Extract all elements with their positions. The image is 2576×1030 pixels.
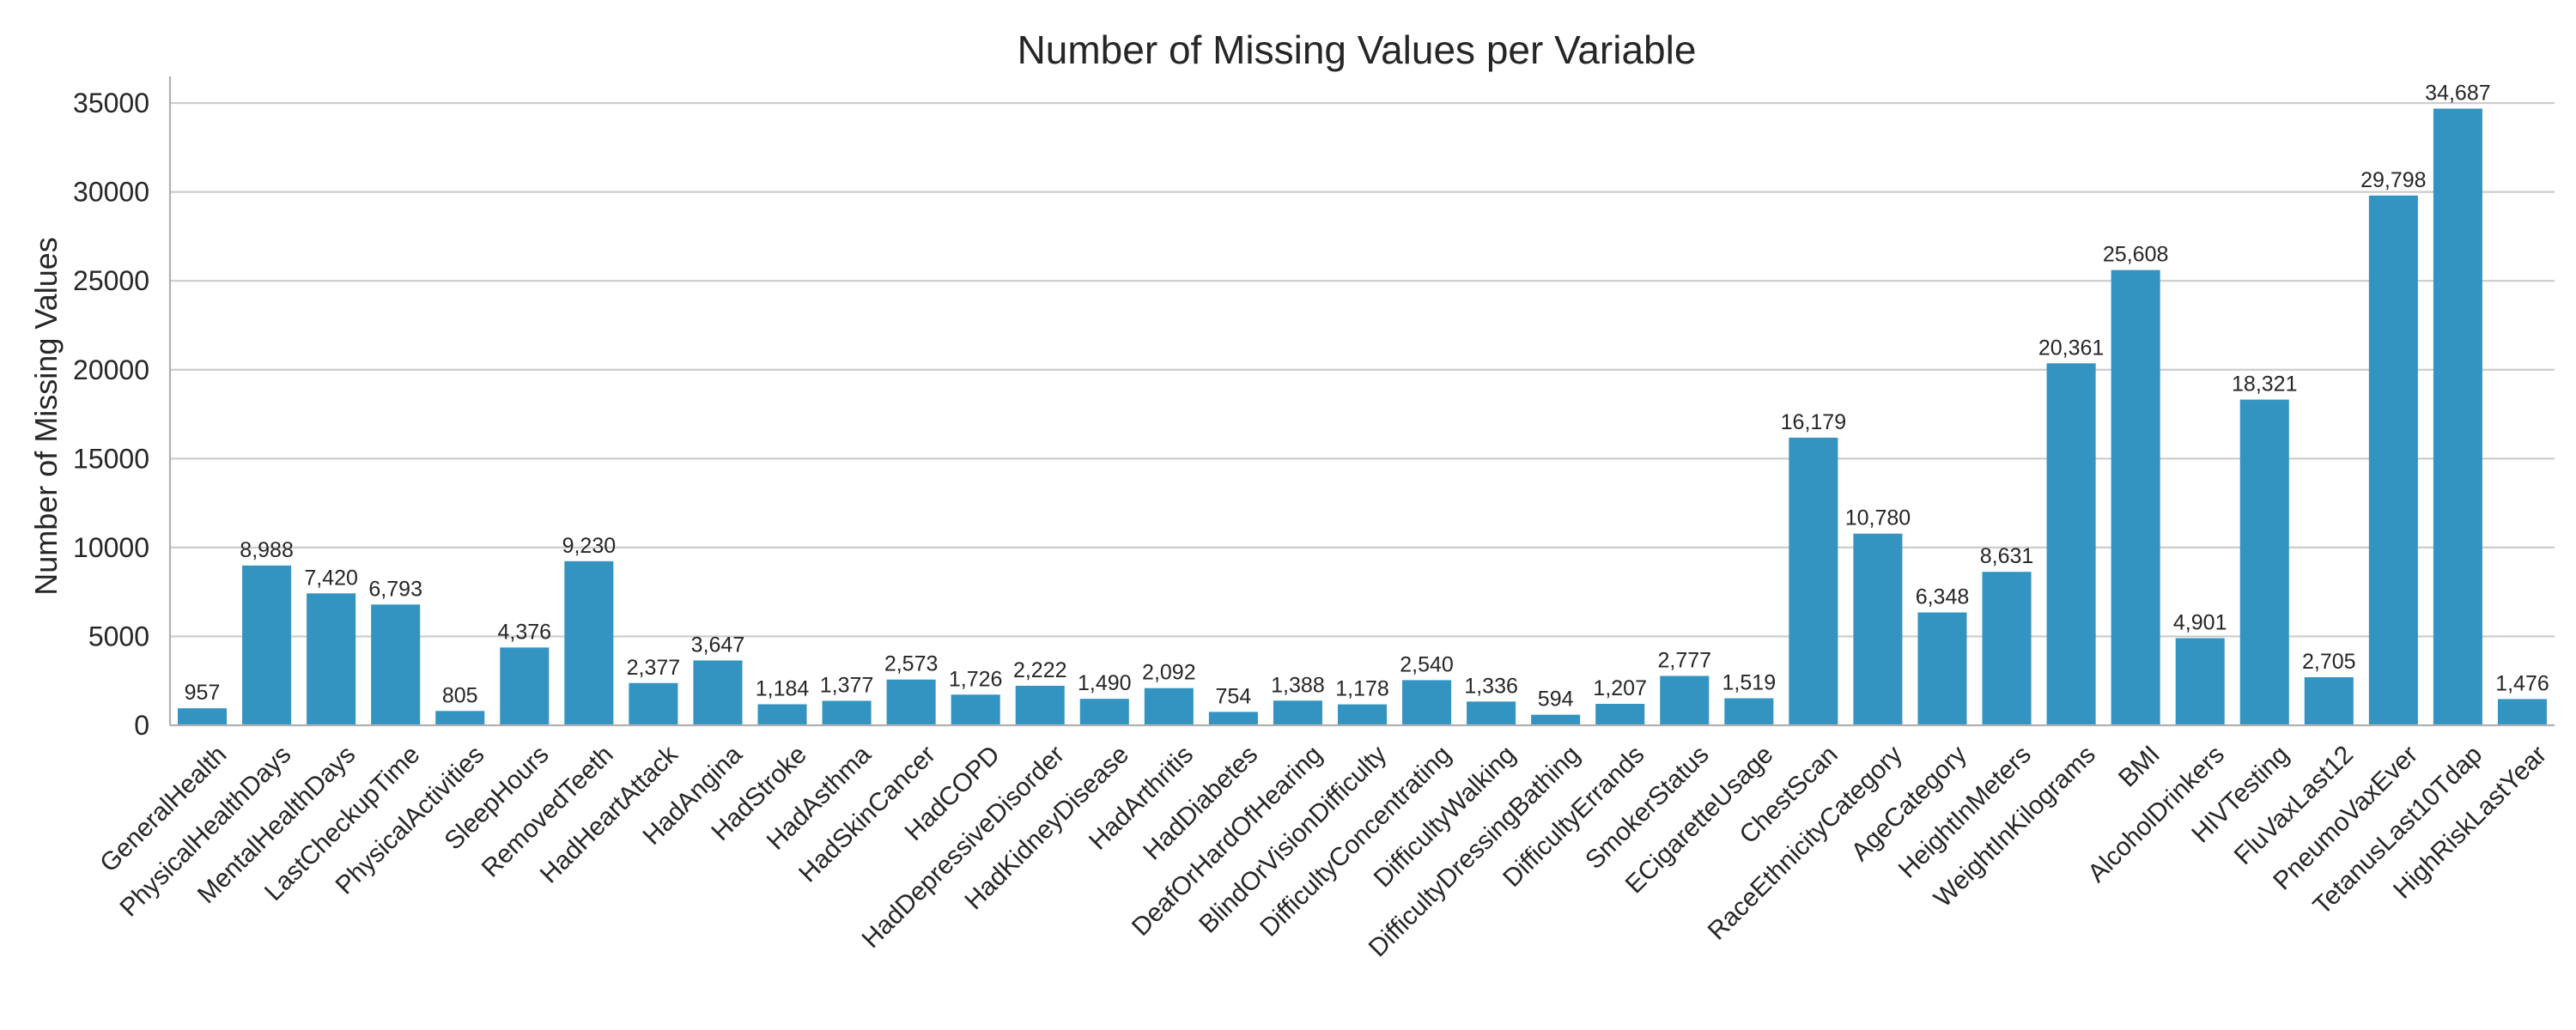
data-label: 9,230	[562, 534, 617, 558]
data-label: 754	[1216, 684, 1252, 708]
bar	[822, 700, 872, 725]
y-tick-label: 30000	[73, 177, 149, 208]
data-label: 25,608	[2103, 243, 2168, 267]
bar	[564, 560, 614, 725]
data-label: 1,207	[1593, 676, 1647, 700]
bar	[693, 660, 743, 725]
gridlines	[170, 101, 2555, 638]
bar	[951, 694, 1000, 725]
bar	[242, 565, 292, 725]
bar	[2175, 638, 2225, 725]
data-label: 957	[185, 681, 221, 705]
data-label: 8,988	[240, 538, 294, 562]
bar	[1079, 699, 1129, 725]
data-label: 1,476	[2495, 671, 2549, 695]
axes: 05000100001500020000250003000035000Gener…	[73, 76, 2555, 962]
y-tick-label: 0	[134, 710, 149, 741]
data-label: 2,092	[1142, 661, 1196, 685]
data-label: 10,780	[1845, 506, 1911, 530]
bar	[1144, 688, 1194, 725]
bar	[1402, 680, 1452, 725]
data-label: 1,336	[1464, 674, 1518, 698]
bar	[178, 708, 228, 725]
data-label: 2,222	[1013, 658, 1067, 682]
data-label: 1,178	[1335, 677, 1389, 701]
data-label: 6,348	[1916, 585, 1970, 609]
data-label: 2,705	[2302, 650, 2356, 674]
data-labels: 957 8,988 7,420 6,793 805 4,376 9,230 2,377 3,64…	[185, 82, 2549, 712]
bar	[1982, 572, 2032, 725]
bars	[178, 108, 2547, 725]
bar	[886, 679, 936, 725]
data-label: 2,777	[1657, 648, 1711, 672]
data-label: 1,388	[1271, 673, 1325, 697]
bar	[2111, 270, 2160, 725]
chart-title: Number of Missing Values per Variable	[1018, 27, 1697, 72]
bar	[1789, 437, 1838, 725]
data-label: 16,179	[1781, 410, 1846, 434]
y-tick-label: 15000	[73, 443, 149, 474]
data-label: 2,377	[627, 656, 681, 680]
data-label: 1,519	[1722, 671, 1777, 695]
y-tick-label: 20000	[73, 354, 149, 385]
bar	[1015, 685, 1065, 725]
data-label: 3,647	[691, 633, 745, 657]
y-tick-label: 25000	[73, 265, 149, 296]
bar	[1917, 612, 1967, 725]
bar	[1208, 712, 1258, 725]
bar	[1595, 704, 1645, 725]
bar	[1724, 698, 1774, 725]
bar	[1337, 704, 1388, 725]
data-label: 805	[442, 683, 478, 707]
bar	[371, 604, 421, 725]
x-tick-label: BMI	[2113, 741, 2166, 793]
bar	[2433, 108, 2482, 725]
bar	[2304, 676, 2354, 725]
bar	[2046, 363, 2096, 725]
data-label: 20,361	[2038, 336, 2104, 360]
data-label: 34,687	[2425, 82, 2490, 106]
data-label: 594	[1538, 688, 1574, 712]
data-label: 1,377	[820, 673, 874, 697]
data-label: 1,726	[949, 667, 1003, 691]
data-label: 6,793	[368, 577, 422, 601]
data-label: 2,573	[884, 652, 939, 676]
data-label: 29,798	[2360, 168, 2426, 192]
bar	[2368, 195, 2418, 725]
bar	[1531, 714, 1581, 725]
data-label: 4,376	[498, 620, 552, 644]
y-tick-label: 35000	[73, 88, 149, 118]
bar	[307, 593, 356, 725]
y-tick-label: 5000	[88, 621, 149, 651]
data-label: 1,490	[1078, 671, 1132, 695]
data-label: 18,321	[2232, 373, 2297, 397]
y-tick-label: 10000	[73, 532, 149, 563]
bar	[629, 682, 678, 725]
y-axis-label: Number of Missing Values	[28, 237, 64, 596]
bar	[435, 711, 485, 725]
bar	[757, 704, 807, 725]
data-label: 2,540	[1400, 652, 1454, 676]
bar	[1467, 701, 1516, 725]
bar	[1660, 676, 1710, 725]
data-label: 7,420	[304, 566, 358, 590]
data-label: 4,901	[2173, 610, 2227, 634]
bar	[2239, 399, 2289, 725]
bar	[1853, 533, 1903, 725]
bar	[1273, 700, 1322, 725]
data-label: 8,631	[1980, 544, 2034, 568]
bar	[2497, 699, 2547, 725]
bar	[500, 647, 550, 725]
data-label: 1,184	[756, 676, 810, 700]
